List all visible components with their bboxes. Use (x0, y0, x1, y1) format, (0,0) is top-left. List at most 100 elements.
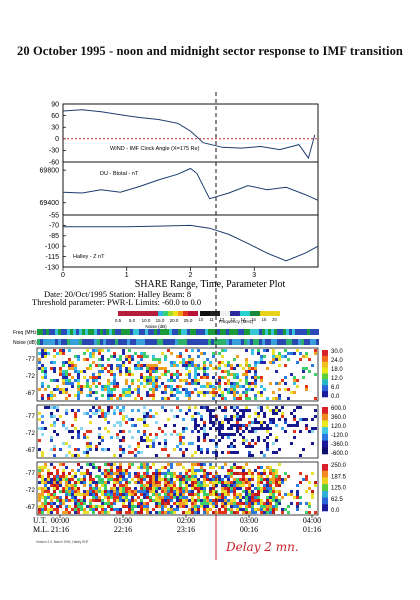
frequency-color-bar (200, 311, 280, 316)
heatmap-cell (65, 427, 68, 430)
heatmap-cell (44, 373, 47, 376)
heatmap-cell (251, 484, 254, 487)
heatmap-cell (170, 475, 173, 478)
heatmap-cell (149, 484, 152, 487)
heatmap-cell (212, 481, 215, 484)
freq-strip-cell (265, 329, 268, 335)
heatmap-cell (113, 394, 116, 397)
heatmap-cell (86, 490, 89, 493)
heatmap-cell (245, 397, 248, 400)
heatmap-cell (314, 427, 317, 430)
heatmap-cell (131, 373, 134, 376)
heatmap-cell (155, 436, 158, 439)
heatmap-cell (119, 409, 122, 412)
heatmap-cell (95, 364, 98, 367)
heatmap-cell (47, 352, 50, 355)
heatmap-cell (167, 397, 170, 400)
heatmap-cell (272, 355, 275, 358)
heatmap-cell (281, 379, 284, 382)
heatmap-cell (140, 367, 143, 370)
heatmap-cell (200, 487, 203, 490)
heatmap-cell (245, 505, 248, 508)
heatmap-cell (305, 355, 308, 358)
noise-strip-cell (70, 339, 73, 345)
freq-strip-cell (88, 329, 91, 335)
heatmap-cell (260, 424, 263, 427)
heatmap-cell (173, 424, 176, 427)
heatmap-cell (68, 511, 71, 514)
heatmap-cell (185, 502, 188, 505)
noise-strip-cell (232, 339, 235, 345)
heatmap-cell (98, 382, 101, 385)
heatmap-cell (152, 421, 155, 424)
heatmap-cell (167, 508, 170, 511)
heatmap-cell (179, 424, 182, 427)
heatmap-cell (275, 502, 278, 505)
heatmap-cell (101, 505, 104, 508)
heatmap-cell (107, 463, 110, 466)
heatmap-cell (239, 397, 242, 400)
heatmap-cell (65, 505, 68, 508)
heatmap-cell (233, 451, 236, 454)
heatmap-cell (71, 367, 74, 370)
heatmap-cell (101, 394, 104, 397)
heatmap-cell (230, 484, 233, 487)
heatmap-cell (242, 439, 245, 442)
heatmap-cell (116, 481, 119, 484)
noise-strip-cell (88, 339, 91, 345)
heatmap-cell (230, 382, 233, 385)
heatmap-cell (131, 391, 134, 394)
heatmap-cell (248, 481, 251, 484)
heatmap-cell (56, 499, 59, 502)
heatmap-cell (86, 430, 89, 433)
scale-label: 30.0 (331, 349, 343, 355)
heatmap-cell (47, 508, 50, 511)
heatmap-cell (218, 481, 221, 484)
heatmap-cell (41, 415, 44, 418)
heatmap-cell (164, 373, 167, 376)
freq-strip (37, 329, 319, 335)
heatmap-cell (266, 397, 269, 400)
heatmap-cell (266, 466, 269, 469)
heatmap-cell (203, 436, 206, 439)
heatmap-cell (254, 499, 257, 502)
noise-strip-cell (55, 339, 58, 345)
heatmap-cell (80, 388, 83, 391)
heatmap-cell (128, 481, 131, 484)
heatmap-cell (224, 505, 227, 508)
heatmap-cell (122, 472, 125, 475)
y-tick-label: -60 (49, 159, 59, 166)
heatmap-cell (125, 496, 128, 499)
heatmap-cell (134, 364, 137, 367)
heatmap-cell (59, 391, 62, 394)
heatmap-cell (296, 421, 299, 424)
heatmap-cell (86, 409, 89, 412)
heatmap-cell (212, 415, 215, 418)
heatmap-cell (137, 385, 140, 388)
heatmap-cell (209, 499, 212, 502)
heatmap-cell (92, 376, 95, 379)
heatmap-cell (134, 505, 137, 508)
heatmap-cell (221, 427, 224, 430)
heatmap-cell (293, 436, 296, 439)
heatmap-cell (140, 355, 143, 358)
heatmap-cell (80, 421, 83, 424)
heatmap-cell (77, 469, 80, 472)
heatmap-cell (182, 481, 185, 484)
heatmap-cell (275, 358, 278, 361)
noise-strip-cell (112, 339, 115, 345)
heatmap-cell (77, 490, 80, 493)
heatmap-cell (191, 487, 194, 490)
heatmap-cell (272, 505, 275, 508)
heatmap-cell (227, 472, 230, 475)
heatmap-cell (104, 469, 107, 472)
share-header: SHARE Range, Time, Parameter Plot Date: … (32, 279, 285, 329)
heatmap-cell (65, 511, 68, 514)
heatmap-cell (83, 481, 86, 484)
heatmap-cell (212, 484, 215, 487)
freq-strip-cell (112, 329, 115, 335)
heatmap-cell (38, 418, 41, 421)
heatmap-cell (194, 418, 197, 421)
heatmap-cell (170, 430, 173, 433)
